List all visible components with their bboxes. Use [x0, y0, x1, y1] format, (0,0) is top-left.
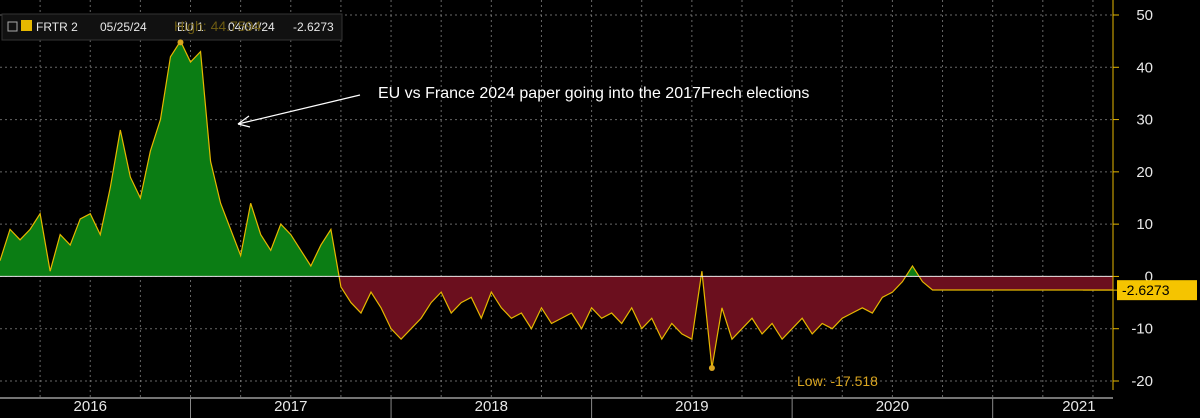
annotation: EU vs France 2024 paper going into the 2…: [237, 85, 809, 128]
x-tick-label: 2020: [876, 398, 909, 415]
last-value-box-bg: [1117, 280, 1197, 301]
y-tick-label: 0: [1145, 268, 1153, 285]
y-tick-label: 10: [1136, 216, 1153, 233]
legend-compare: EU 1: [177, 20, 204, 34]
legend-series: FRTR 2: [36, 20, 78, 34]
y-tick-label: 50: [1136, 7, 1153, 24]
high-label: High: 44.7594: [174, 18, 261, 34]
annotation-arrowhead: [237, 115, 251, 128]
y-tick-label: 40: [1136, 59, 1153, 76]
x-axis-ticks: 2016 2017 2018 2019 2020 2021: [74, 398, 1096, 418]
negative-area-fill: [0, 276, 1113, 368]
y-axis-ticks: 50 40 30 20 10 0 -10 -20: [1113, 7, 1153, 390]
annotation-arrow: [237, 94, 361, 125]
x-tick-label: 2019: [675, 398, 708, 415]
series-line-path: [0, 39, 1113, 369]
y-tick-label: 20: [1136, 164, 1153, 181]
x-tick-label: 2018: [475, 398, 508, 415]
x-tick-label: 2021: [1062, 398, 1095, 415]
x-tick-label: 2016: [74, 398, 107, 415]
x-tick-label: 2017: [274, 398, 307, 415]
legend-swatch: [21, 20, 32, 31]
positive-area: [0, 41, 920, 277]
y-tick-label: -10: [1131, 321, 1153, 338]
legend-box: [1, 13, 343, 41]
legend-end-date: 04/04/24: [228, 20, 275, 34]
legend-toggle-icon[interactable]: [7, 21, 18, 32]
legend[interactable]: FRTR 2 05/25/24 EU 1 04/04/24 -2.6273: [1, 13, 343, 41]
y-tick-label: 30: [1136, 112, 1153, 129]
y-tick-label: -20: [1131, 373, 1153, 390]
last-value-box: -2.6273: [1117, 280, 1197, 301]
positive-area-fill: [0, 41, 920, 277]
last-value-box-text: -2.6273: [1122, 282, 1170, 298]
legend-last-value: -2.6273: [293, 20, 334, 34]
series-line: [0, 39, 1113, 369]
high-marker: [177, 39, 184, 46]
negative-area: [0, 276, 1113, 368]
legend-start-date: 05/25/24: [100, 20, 147, 34]
low-label: Low: -17.518: [797, 373, 878, 389]
annotation-text: EU vs France 2024 paper going into the 2…: [378, 85, 809, 102]
low-marker: [708, 365, 715, 372]
